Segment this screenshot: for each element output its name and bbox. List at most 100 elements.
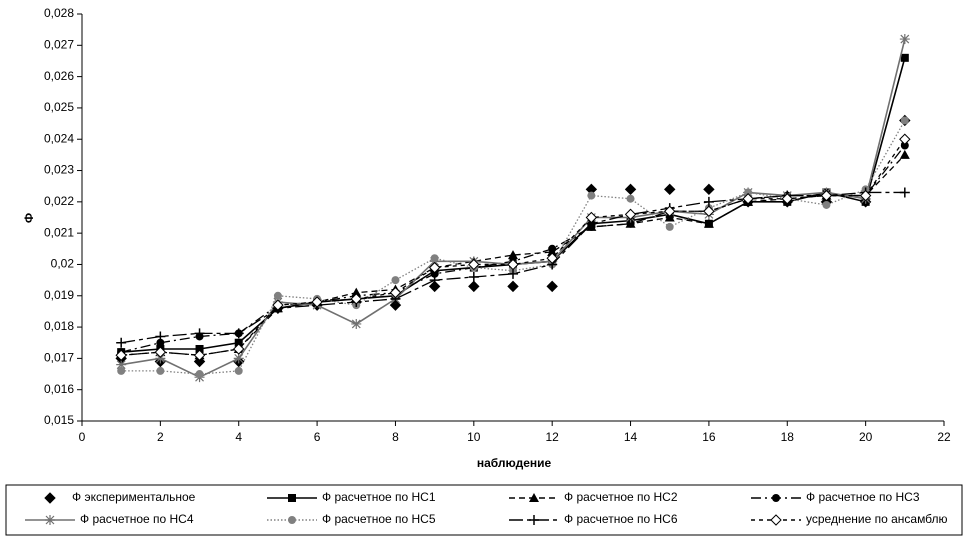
marker <box>703 196 714 207</box>
legend-label: Ф расчетное по НС6 <box>564 512 678 526</box>
legend-label: Ф экспериментальное <box>72 490 196 504</box>
marker <box>288 516 296 524</box>
marker <box>529 515 539 525</box>
x-tick-label: 22 <box>937 430 951 444</box>
marker <box>233 353 244 364</box>
marker <box>703 183 715 196</box>
y-tick-label: 0,016 <box>44 382 74 396</box>
y-tick-label: 0,017 <box>44 351 74 365</box>
x-tick-label: 20 <box>859 430 873 444</box>
marker <box>154 346 167 358</box>
y-tick-label: 0,021 <box>44 225 74 239</box>
marker <box>156 366 165 375</box>
series-line <box>121 154 906 356</box>
marker <box>548 244 557 253</box>
marker <box>116 359 127 370</box>
marker <box>117 366 126 375</box>
marker <box>587 191 596 200</box>
y-tick-label: 0,019 <box>44 288 74 302</box>
y-tick-label: 0,018 <box>44 319 74 333</box>
marker <box>155 353 166 364</box>
marker <box>430 254 439 263</box>
marker <box>772 494 780 502</box>
marker <box>664 183 676 196</box>
marker <box>770 514 782 526</box>
marker <box>273 291 282 300</box>
marker <box>899 149 910 159</box>
marker <box>508 268 518 279</box>
marker <box>626 194 635 203</box>
marker <box>195 344 204 353</box>
marker <box>822 200 831 209</box>
y-tick-label: 0,015 <box>44 413 74 427</box>
marker <box>468 258 480 271</box>
marker <box>155 331 166 342</box>
marker <box>288 494 296 502</box>
marker <box>546 280 558 293</box>
legend-label: Ф расчетное по НС3 <box>806 490 920 504</box>
marker <box>430 269 439 278</box>
marker <box>742 193 754 205</box>
marker <box>664 205 676 217</box>
y-tick-label: 0,024 <box>44 131 74 145</box>
x-tick-label: 8 <box>392 430 399 444</box>
marker <box>389 286 402 299</box>
legend-label: Ф расчетное по НС5 <box>322 512 436 526</box>
x-axis-label: наблюдение <box>477 456 552 470</box>
marker <box>116 337 127 348</box>
marker <box>45 515 55 525</box>
marker <box>859 189 872 202</box>
legend-label: Ф расчетное по НС1 <box>322 490 436 504</box>
marker <box>781 193 793 205</box>
x-tick-label: 18 <box>781 430 795 444</box>
legend-label: Ф расчетное по НС2 <box>564 490 678 504</box>
marker <box>428 261 441 274</box>
marker <box>194 328 205 339</box>
marker <box>665 222 674 231</box>
marker <box>664 212 675 222</box>
y-tick-label: 0,027 <box>44 37 74 51</box>
marker <box>624 208 637 221</box>
marker <box>585 211 598 224</box>
y-tick-label: 0,023 <box>44 163 74 177</box>
legend-label: Ф расчетное по НС4 <box>80 512 194 526</box>
marker <box>468 280 480 293</box>
marker <box>900 141 909 150</box>
x-tick-label: 12 <box>546 430 560 444</box>
marker <box>195 370 204 379</box>
y-tick-label: 0,025 <box>44 100 74 114</box>
x-tick-label: 6 <box>314 430 321 444</box>
marker <box>429 275 440 286</box>
x-tick-label: 2 <box>157 430 164 444</box>
marker <box>350 293 362 305</box>
marker <box>507 258 519 271</box>
marker <box>507 280 519 293</box>
y-tick-label: 0,026 <box>44 69 74 83</box>
marker <box>899 187 910 198</box>
marker <box>508 250 518 260</box>
marker <box>900 116 909 125</box>
marker <box>703 218 714 228</box>
y-axis-label: Ф <box>22 213 36 223</box>
marker <box>234 338 243 347</box>
marker <box>529 493 539 502</box>
marker <box>234 366 243 375</box>
marker <box>389 299 402 311</box>
marker <box>703 205 715 217</box>
marker <box>351 318 362 329</box>
marker <box>820 189 833 202</box>
x-tick-label: 10 <box>467 430 481 444</box>
marker <box>156 338 165 347</box>
x-tick-label: 16 <box>702 430 716 444</box>
marker <box>44 492 56 504</box>
x-tick-label: 4 <box>235 430 242 444</box>
marker <box>311 296 323 308</box>
marker <box>233 343 245 355</box>
series-line <box>121 191 905 344</box>
marker <box>468 271 479 282</box>
marker <box>391 276 400 285</box>
series-line <box>121 138 906 356</box>
y-tick-label: 0,02 <box>51 257 75 271</box>
